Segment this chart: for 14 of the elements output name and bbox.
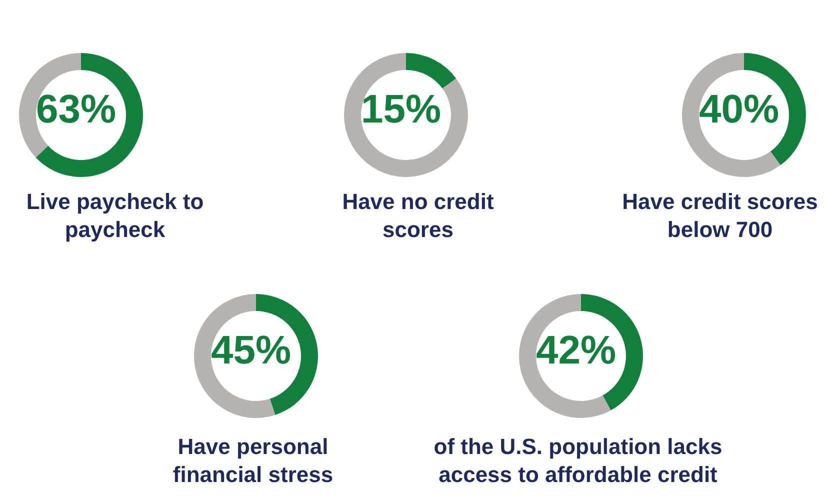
text: 15% — [360, 88, 442, 132]
text: Have personal financial stress — [172, 433, 334, 489]
text: Have no credit scores — [341, 188, 495, 244]
donut-slice — [682, 53, 780, 177]
text: Live paycheck to paycheck — [25, 188, 205, 244]
donut-slice — [344, 53, 468, 177]
text: 63% — [36, 88, 116, 132]
text: 40% — [698, 88, 780, 132]
donut-slice — [406, 53, 456, 89]
text: Have credit scores below 700 — [621, 188, 819, 244]
text: 42% — [536, 328, 616, 373]
text: 45% — [210, 328, 292, 373]
text: of the U.S. population lacks access to affordable credit — [432, 433, 724, 489]
donut-slice — [36, 53, 143, 177]
